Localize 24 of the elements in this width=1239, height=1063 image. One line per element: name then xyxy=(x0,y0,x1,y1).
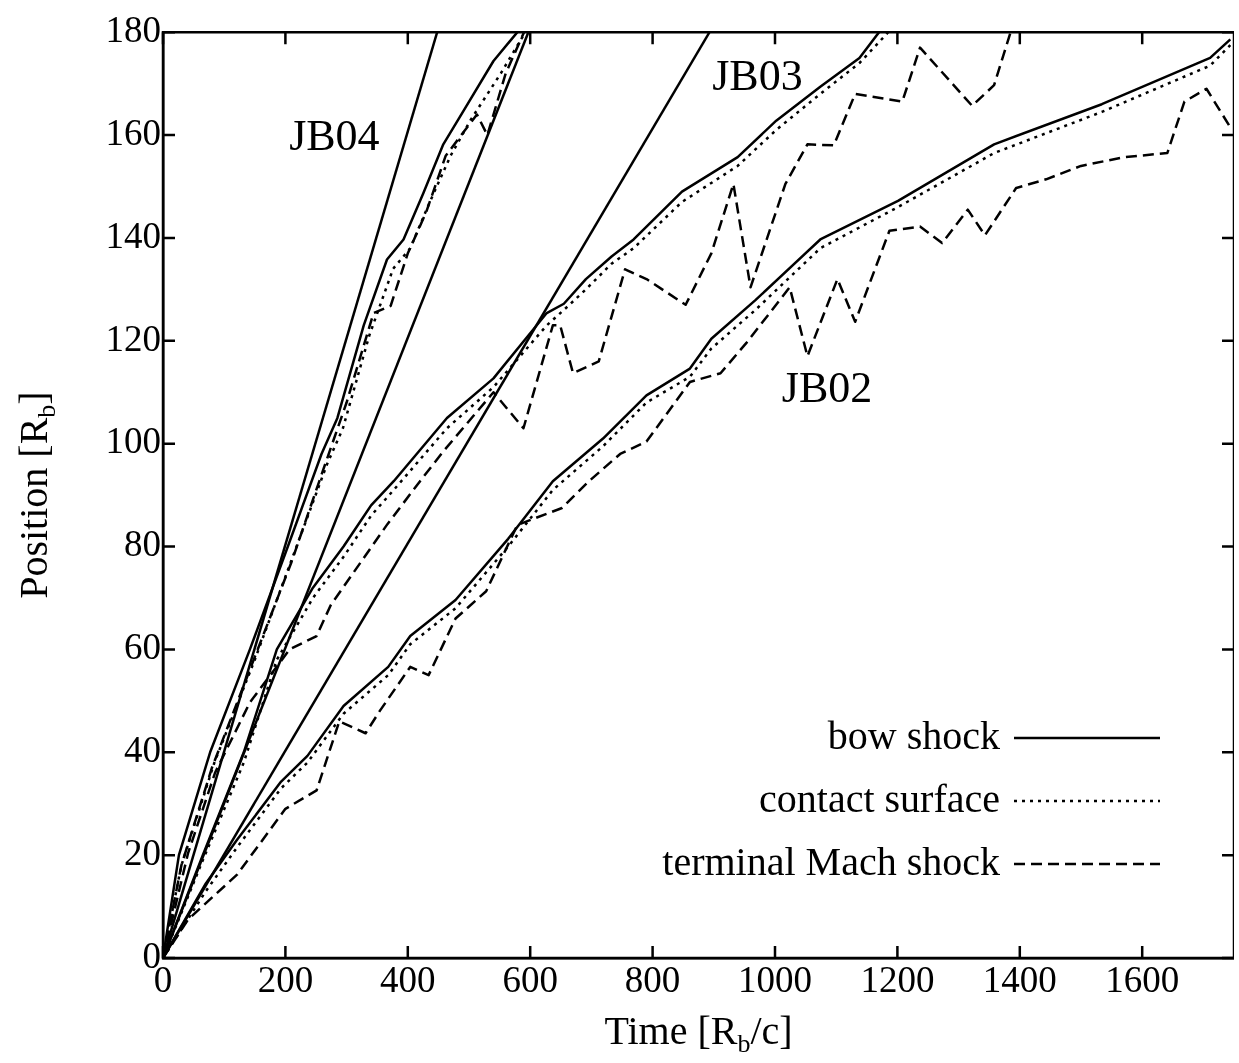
y-tick-label: 80 xyxy=(124,523,161,565)
legend-label: contact surface xyxy=(759,775,1000,821)
x-tick-label: 1600 xyxy=(1105,958,1180,1000)
x-tick-label: 600 xyxy=(502,958,558,1000)
y-tick-label: 40 xyxy=(124,728,161,770)
y-tick-label: 60 xyxy=(124,626,161,668)
y-tick-label: 20 xyxy=(124,831,161,873)
x-tick-label: 800 xyxy=(624,958,681,1000)
y-tick-label: 100 xyxy=(105,420,161,462)
y-tick-label: 180 xyxy=(105,8,161,50)
y-tick-label: 120 xyxy=(105,317,161,359)
x-tick-label: 1400 xyxy=(982,958,1057,1000)
legend-label: bow shock xyxy=(827,712,1000,758)
x-tick-label: 1000 xyxy=(738,958,812,1000)
annotation: JB02 xyxy=(781,363,873,413)
y-axis-title: Position [Rb] xyxy=(10,391,61,599)
y-tick-label: 160 xyxy=(105,111,161,153)
annotation: JB03 xyxy=(712,51,803,101)
x-tick-label: 1200 xyxy=(860,958,935,1000)
legend-label: terminal Mach shock xyxy=(662,838,1000,884)
x-tick-label: 400 xyxy=(380,958,436,1000)
x-tick-label: 200 xyxy=(257,958,314,1000)
y-tick-label: 140 xyxy=(105,214,161,256)
annotation: JB04 xyxy=(289,111,380,161)
